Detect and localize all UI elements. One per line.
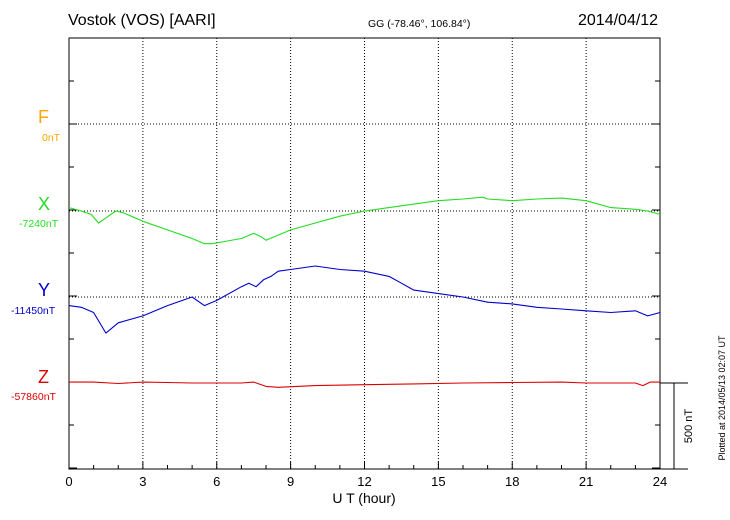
station-title: Vostok (VOS) [AARI] bbox=[68, 12, 216, 29]
x-tick-label: 15 bbox=[431, 474, 445, 489]
channel-x-baseline: -7240nT bbox=[19, 218, 59, 230]
x-tick-label: 21 bbox=[579, 474, 593, 489]
x-tick-label: 9 bbox=[287, 474, 294, 489]
x-tick-label: 3 bbox=[139, 474, 146, 489]
channel-y-baseline: -11450nT bbox=[11, 305, 56, 317]
x-axis-label: U T (hour) bbox=[332, 490, 395, 506]
scale-bar bbox=[660, 382, 688, 470]
series-x-line bbox=[68, 196, 661, 245]
channel-f-label: F bbox=[38, 107, 49, 127]
x-tick-label: 6 bbox=[213, 474, 220, 489]
channel-z-baseline: -57860nT bbox=[11, 391, 56, 403]
channel-f-baseline: 0nT bbox=[42, 132, 61, 144]
series-y-line bbox=[68, 265, 661, 334]
coordinates-label: GG (-78.46°, 106.84°) bbox=[368, 18, 471, 30]
channel-y-label: Y bbox=[38, 280, 51, 300]
x-tick-label: 12 bbox=[357, 474, 371, 489]
series-lines bbox=[68, 196, 661, 388]
x-tick-label: 0 bbox=[65, 474, 72, 489]
grid-lines bbox=[69, 38, 660, 469]
x-tick-label: 24 bbox=[653, 474, 667, 489]
x-tick-label: 18 bbox=[505, 474, 519, 489]
series-z-line bbox=[69, 381, 660, 388]
channel-x-label: X bbox=[38, 194, 51, 214]
date-label: 2014/04/12 bbox=[578, 12, 659, 29]
channel-z-label: Z bbox=[38, 367, 49, 387]
axis-ticks bbox=[68, 80, 661, 469]
plotted-timestamp: Plotted at 2014/05/13 02:07 UT bbox=[717, 335, 727, 461]
scale-bar-label: 500 nT bbox=[683, 409, 695, 444]
x-tick-labels: 0 3 6 9 12 15 18 21 24 bbox=[65, 474, 667, 489]
